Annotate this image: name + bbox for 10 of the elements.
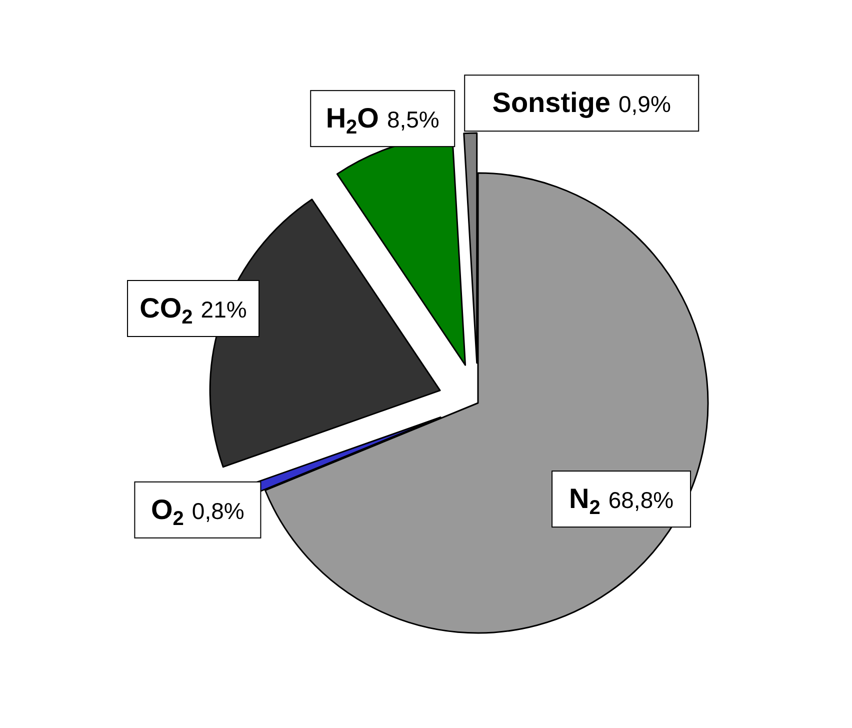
slice-label: Sonstige — [492, 87, 611, 118]
data-label: 0,9% — [618, 91, 671, 118]
data-label: 8,5% — [386, 106, 440, 133]
slice-label: O$_{2}$ — [151, 494, 184, 530]
slice-label: H$_{2}$O — [326, 102, 379, 139]
data-label: 21% — [200, 296, 247, 323]
slice-label: CO$_{2}$ — [140, 292, 193, 329]
slice-label: N$_{2}$ — [568, 483, 600, 520]
data-label: 0,8% — [192, 498, 244, 524]
data-label: 68,8% — [608, 487, 674, 514]
